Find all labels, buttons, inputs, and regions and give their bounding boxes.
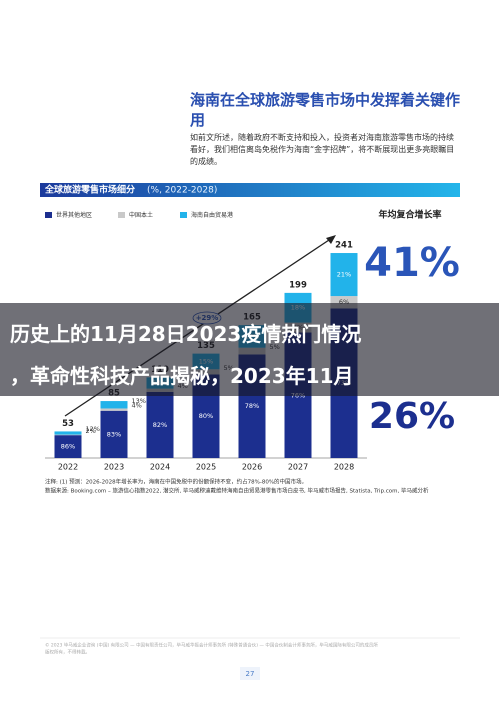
page-number-box [240,667,260,680]
footer-text: © 2023 毕马威企业咨询 (中国) 有限公司 — 中国有限责任公司，毕马威华… [45,642,378,649]
segment-label: 21% [337,271,351,279]
x-tick-label: 2027 [288,463,308,472]
segment-label: 4% [132,402,142,410]
segment-label: 82% [153,421,167,429]
overlay-title: 历史上的11月28日2023疫情热门情况 [10,322,362,346]
arrow-head [326,235,336,244]
total-label: 53 [62,419,74,429]
note: 注释: (1) 预测：2026-2028年增长率为，海南在中国免税中的份额保持不… [45,478,307,486]
footer-text: 版权所有，不得转载。 [45,649,90,656]
x-tick-label: 2026 [242,463,262,472]
bar-segment [54,435,82,458]
note: 数据来源: Booking.com – 旅游信心指数2022, 潜交所, 毕马威… [45,487,429,495]
total-label: 199 [289,280,307,290]
bar-segment [54,431,82,435]
segment-label: 86% [61,443,75,451]
page-number: 27 [246,670,255,678]
segment-label: 2% [86,427,96,435]
body-text: 如前文所述，随着政府不断支持和投入，投资者对海南旅游零售市场的持续看好，我们相信… [190,133,455,166]
cagr-title: 年均复合增长率 [378,209,441,221]
legend-swatch [180,212,187,218]
chart-header-bar [40,183,460,197]
chart-subtitle: (%, 2022-2028) [147,186,217,196]
x-tick-label: 2023 [104,463,124,472]
x-tick-label: 2024 [150,463,170,472]
legend-swatch [45,212,52,218]
legend-label: 中国本土 [129,211,153,219]
overlay-band [0,303,499,396]
x-tick-label: 2025 [196,463,216,472]
heading: 海南在全球旅游零售市场中发挥着关键作用 [190,91,461,129]
chart-title: 全球旅游零售市场细分 [44,184,135,196]
total-label: 241 [335,241,353,251]
overlay-title: ，革命性科技产品揭秘，2023年11月 [10,364,354,388]
legend-label: 世界其他地区 [56,211,92,219]
cagr-value: 41% [364,240,460,286]
segment-label: 13% [132,397,146,405]
x-tick-label: 2022 [58,463,78,472]
segment-label: 83% [107,430,121,438]
segment-label: 80% [199,412,213,420]
cagr-value: 26% [369,396,455,437]
bar-segment [330,253,358,297]
bar-segment [100,410,128,458]
legend-swatch [118,212,125,218]
bar-segment [100,408,128,411]
bar-segment [146,391,174,458]
x-tick-label: 2028 [334,463,354,472]
segment-label: 12% [86,425,100,433]
bar-segment [100,401,128,409]
legend-label: 海南自由贸易港 [191,211,233,219]
segment-label: 78% [245,402,259,410]
bar-segment [54,434,82,436]
segment-label: 6% [339,298,349,306]
